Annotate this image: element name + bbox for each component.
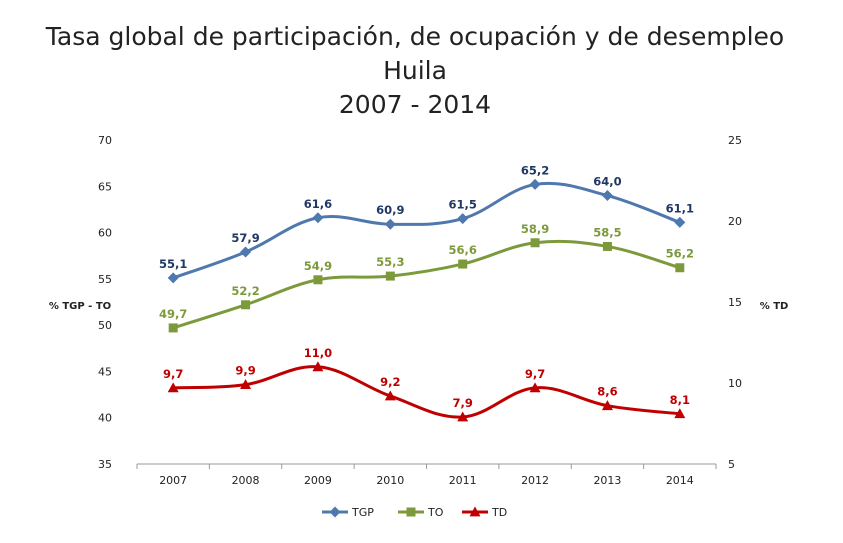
y-axis-right-ticks: 5 10 15 20 25 [728, 134, 742, 471]
data-point-td [167, 382, 179, 393]
y-left-tick-label: 40 [98, 412, 112, 425]
legend-label: TO [427, 506, 444, 519]
data-label-tgp: 61,5 [449, 198, 477, 212]
y-left-tick-label: 50 [98, 319, 112, 332]
y-right-tick-label: 10 [728, 377, 742, 390]
data-point-tgp [312, 212, 324, 224]
y-left-tick-label: 35 [98, 458, 112, 471]
legend-marker [406, 507, 416, 517]
data-label-tgp: 57,9 [231, 231, 259, 245]
x-tick-label: 2009 [304, 474, 332, 487]
x-tick-label: 2008 [232, 474, 260, 487]
data-point-td [674, 408, 686, 419]
data-label-to: 52,2 [231, 284, 259, 298]
data-point-tgp [601, 190, 613, 202]
x-tick-label: 2012 [521, 474, 549, 487]
y-left-tick-label: 45 [98, 365, 112, 378]
data-point-td [601, 400, 613, 411]
y-left-tick-label: 60 [98, 227, 112, 240]
series-layer: 55,1 57,9 61,6 60,9 61,5 65,2 64,0 61,1 49,7 52,2… [159, 163, 694, 422]
data-label-td: 9,2 [380, 375, 400, 389]
data-point-tgp [457, 213, 469, 225]
data-label-td: 9,7 [525, 367, 545, 381]
y-axis-left-label: % TGP - TO [49, 301, 111, 312]
chart-title-block: Tasa global de participación, de ocupaci… [45, 22, 784, 119]
x-axis-ticks [136, 464, 717, 469]
legend-label: TD [491, 506, 507, 519]
data-point-tgp [529, 178, 541, 190]
data-point-tgp [384, 218, 396, 230]
data-label-td: 8,1 [670, 393, 690, 407]
x-tick-label: 2010 [376, 474, 404, 487]
y-right-tick-label: 5 [728, 458, 735, 471]
data-point-to [385, 271, 395, 281]
data-point-td [240, 379, 252, 390]
data-label-tgp: 64,0 [593, 175, 621, 189]
data-label-to: 54,9 [304, 259, 332, 273]
data-label-to: 56,6 [449, 243, 477, 257]
y-axis-right-label: % TD [760, 301, 789, 312]
y-left-tick-label: 55 [98, 273, 112, 286]
data-label-to: 58,9 [521, 222, 549, 236]
series-tgp: 55,1 57,9 61,6 60,9 61,5 65,2 64,0 61,1 [159, 163, 694, 284]
legend-marker [329, 506, 341, 518]
data-point-td [384, 390, 396, 401]
series-line-td [173, 365, 680, 419]
data-point-tgp [167, 272, 179, 284]
data-label-td: 8,6 [597, 385, 617, 399]
data-label-to: 55,3 [376, 255, 404, 269]
x-tick-label: 2011 [449, 474, 477, 487]
data-point-to [241, 300, 251, 310]
data-point-tgp [674, 216, 686, 228]
x-tick-label: 2013 [593, 474, 621, 487]
series-line-tgp [172, 181, 681, 280]
legend-label: TGP [351, 506, 374, 519]
legend-item-to: TO [398, 506, 444, 519]
data-point-tgp [240, 246, 252, 258]
data-label-td: 9,7 [163, 367, 183, 381]
y-right-tick-label: 15 [728, 296, 742, 309]
legend-item-tgp: TGP [322, 506, 374, 519]
data-label-td: 9,9 [235, 364, 255, 378]
x-tick-label: 2014 [666, 474, 694, 487]
data-point-to [530, 238, 540, 248]
series-line-to [172, 239, 681, 330]
legend-marker [469, 506, 481, 517]
legend: TGP TO TD [322, 506, 507, 519]
y-right-tick-label: 25 [728, 134, 742, 147]
y-left-tick-label: 65 [98, 180, 112, 193]
y-axis-left-ticks: 35 40 45 50 55 60 65 70 [98, 134, 112, 471]
data-label-tgp: 60,9 [376, 203, 404, 217]
series-td: 9,7 9,9 11,0 9,2 7,9 9,7 8,6 8,1 [163, 346, 690, 422]
data-label-to: 58,5 [593, 225, 621, 239]
data-point-td [457, 411, 469, 422]
legend-item-td: TD [462, 506, 507, 519]
data-point-to [458, 259, 468, 269]
data-label-tgp: 61,6 [304, 197, 332, 211]
data-point-to [168, 323, 178, 333]
data-point-td [529, 382, 541, 393]
x-tick-label: 2007 [159, 474, 187, 487]
data-point-td [312, 361, 324, 372]
data-point-to [313, 275, 323, 285]
y-left-tick-label: 70 [98, 134, 112, 147]
y-right-tick-label: 20 [728, 215, 742, 228]
data-label-td: 7,9 [453, 396, 473, 410]
data-point-to [675, 263, 685, 273]
data-label-td: 11,0 [304, 346, 332, 360]
data-label-to: 56,2 [666, 247, 694, 261]
data-label-to: 49,7 [159, 307, 187, 321]
chart-subtitle-period: 2007 - 2014 [339, 90, 491, 119]
chart-title: Tasa global de participación, de ocupaci… [45, 22, 784, 51]
data-label-tgp: 55,1 [159, 257, 187, 271]
data-label-tgp: 65,2 [521, 163, 549, 177]
data-point-to [602, 241, 612, 251]
x-axis-tick-labels: 2007 2008 2009 2010 2011 2012 2013 2014 [159, 474, 694, 487]
series-to: 49,7 52,2 54,9 55,3 56,6 58,9 58,5 56,2 [159, 222, 694, 333]
data-label-tgp: 61,1 [666, 201, 694, 215]
chart-subtitle-region: Huila [383, 56, 447, 85]
